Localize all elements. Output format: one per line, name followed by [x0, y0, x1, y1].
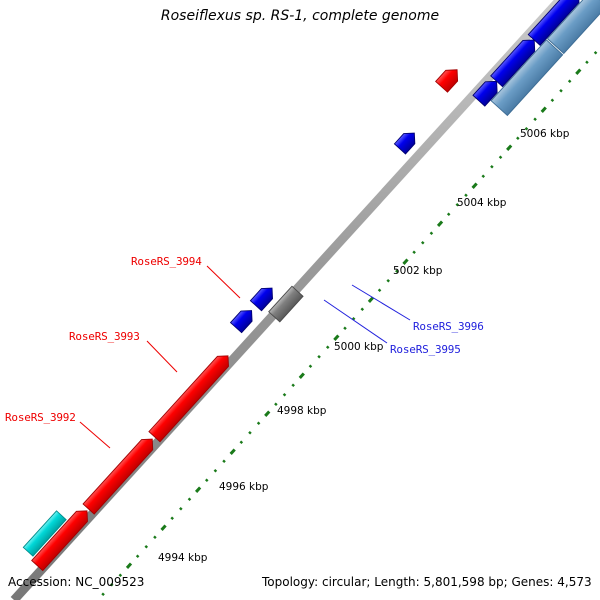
scale-tick: [170, 516, 174, 520]
scale-tick: [153, 535, 157, 539]
scale-tick: [229, 448, 236, 455]
scale-tick: [204, 478, 209, 482]
scale-tick: [412, 250, 416, 254]
gene-feature[interactable]: [229, 306, 258, 334]
scale-tick: [256, 421, 261, 425]
gene-feature[interactable]: [268, 285, 304, 323]
scale-label: 4998 kbp: [277, 405, 327, 417]
gene-feature[interactable]: [249, 283, 277, 312]
scale-tick: [239, 440, 244, 444]
label-leader-line: [146, 340, 178, 373]
gene-feature[interactable]: [82, 434, 158, 515]
scale-tick: [101, 592, 105, 596]
scale-tick: [395, 269, 399, 273]
scale-label: 5004 kbp: [457, 197, 507, 209]
accession-status: Accession: NC_009523: [8, 575, 145, 589]
scale-tick: [575, 68, 582, 75]
gene-feature[interactable]: [22, 510, 67, 557]
scale-tick: [308, 364, 313, 368]
scale-tick: [481, 174, 486, 178]
scale-tick: [135, 554, 140, 558]
scale-tick: [125, 562, 133, 569]
scale-tick: [559, 88, 563, 93]
genome-stats-status: Topology: circular; Length: 5,801,598 bp…: [262, 575, 592, 589]
scale-tick: [567, 79, 572, 83]
gene-label-rosers_3992[interactable]: RoseRS_3992: [5, 411, 76, 424]
scale-tick: [455, 202, 460, 207]
scale-tick: [213, 468, 218, 473]
scale-tick: [402, 258, 409, 265]
scale-tick: [274, 402, 278, 406]
page-title: Roseiflexus sp. RS-1, complete genome: [160, 8, 440, 24]
gene-feature[interactable]: [472, 76, 503, 107]
scale-tick: [333, 334, 340, 341]
scale-tick: [179, 506, 183, 511]
scale-tick: [282, 392, 287, 397]
scale-tick: [540, 106, 547, 113]
scale-tick: [264, 410, 271, 417]
gene-track[interactable]: [22, 0, 600, 572]
gene-label-rosers_3995[interactable]: RoseRS_3995: [390, 343, 461, 356]
scale-tick: [187, 497, 192, 501]
label-leader-line: [351, 284, 411, 321]
scale-tick: [291, 383, 295, 387]
scale-tick: [421, 240, 425, 245]
label-leader-lines: [79, 265, 411, 449]
scale-tick: [109, 582, 114, 587]
scale-label: 5006 kbp: [520, 128, 570, 140]
gene-feature[interactable]: [527, 0, 584, 46]
scale-tick: [160, 524, 167, 531]
scale-tick: [194, 486, 202, 493]
gene-feature[interactable]: [148, 351, 234, 443]
scale-tick: [550, 98, 555, 102]
scale-tick: [317, 354, 321, 359]
scale-tick: [144, 544, 149, 549]
label-leader-line: [206, 265, 241, 299]
scale-tick: [298, 372, 305, 379]
scale-tick: [248, 430, 252, 435]
scale-tick: [118, 573, 123, 577]
gene-feature[interactable]: [546, 0, 600, 55]
scale-tick: [490, 164, 494, 169]
scale-tick: [325, 345, 330, 349]
scale-tick: [429, 231, 434, 235]
scale-tick-track: [101, 50, 598, 596]
gene-feature[interactable]: [490, 39, 564, 117]
scale-tick: [343, 326, 347, 330]
scale-tick: [386, 278, 390, 283]
scale-tick: [533, 117, 537, 121]
gene-label-rosers_3993[interactable]: RoseRS_3993: [69, 330, 140, 343]
scale-label: 5002 kbp: [393, 265, 443, 277]
gene-label-rosers_3994[interactable]: RoseRS_3994: [131, 255, 202, 268]
scale-tick: [498, 155, 503, 159]
scale-label: 4996 kbp: [219, 481, 269, 493]
label-leader-line: [323, 299, 388, 344]
scale-label: 5000 kbp: [334, 341, 384, 353]
scale-tick: [471, 182, 478, 189]
gene-label-rosers_3996[interactable]: RoseRS_3996: [413, 320, 484, 333]
scale-tick: [436, 220, 444, 227]
scale-tick: [506, 144, 513, 151]
scale-tick: [585, 60, 589, 64]
scale-tick: [377, 288, 382, 292]
scale-label: 4994 kbp: [158, 552, 208, 564]
scale-tick: [222, 459, 226, 463]
gene-feature[interactable]: [31, 506, 93, 572]
scale-tick: [367, 296, 375, 303]
gene-feature[interactable]: [490, 35, 540, 88]
scale-tick: [360, 307, 365, 311]
label-leader-line: [79, 421, 111, 449]
scale-tick: [464, 193, 468, 197]
scale-tick: [593, 50, 598, 55]
scale-tick: [446, 212, 451, 216]
scale-tick: [524, 126, 529, 131]
scale-tick: [516, 136, 520, 140]
gene-feature[interactable]: [435, 64, 463, 93]
gene-feature[interactable]: [393, 128, 419, 155]
